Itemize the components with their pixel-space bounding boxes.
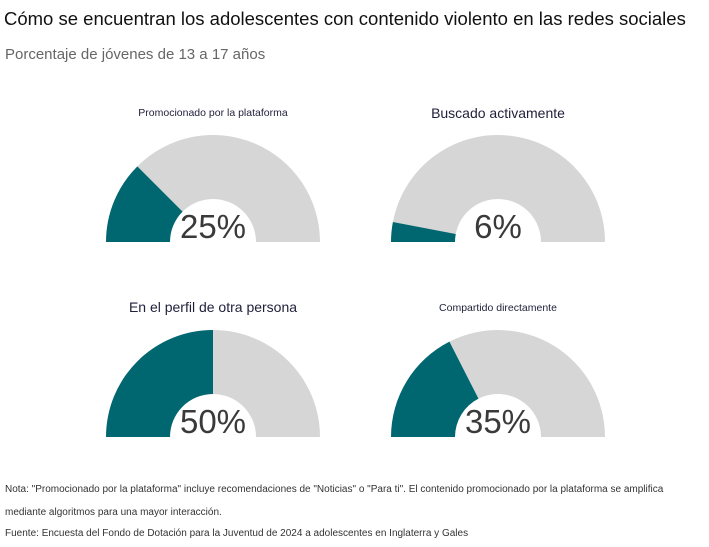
chart-note: Nota: "Promocionado por la plataforma" i… [5,484,664,518]
gauge-perfil: En el perfil de otra persona 50% [106,299,320,440]
gauge-value-label: 50% [180,403,246,440]
gauge-buscado: Buscado activamente 6% [391,105,605,245]
gauge-value-label: 35% [465,403,531,440]
gauge-remaining-arc [213,330,320,437]
gauge-value-label: 6% [474,208,522,245]
gauge-title: En el perfil de otra persona [129,299,297,315]
chart-subtitle: Porcentaje de jóvenes de 13 a 17 años [5,46,266,63]
gauge-remaining-arc [392,135,605,242]
gauge-value-arc [106,166,183,242]
chart-source: Fuente: Encuesta del Fondo de Dotación p… [5,528,469,539]
gauge-title: Buscado activamente [431,105,565,121]
gauge-value-arc [391,341,479,437]
gauge-remaining-arc [137,134,320,242]
chart-title: Cómo se encuentran los adolescentes con … [4,8,686,29]
gauge-title: Promocionado por la plataforma [138,107,288,119]
gauge-value-arc [391,221,456,242]
gauge-compartido: Compartido directamente 35% [391,302,605,440]
gauge-promocionado: Promocionado por la plataforma 25% [106,107,320,245]
gauge-value-arc [106,330,213,437]
gauge-value-label: 25% [180,208,246,245]
gauge-remaining-arc [449,330,605,437]
gauge-title: Compartido directamente [439,302,557,314]
